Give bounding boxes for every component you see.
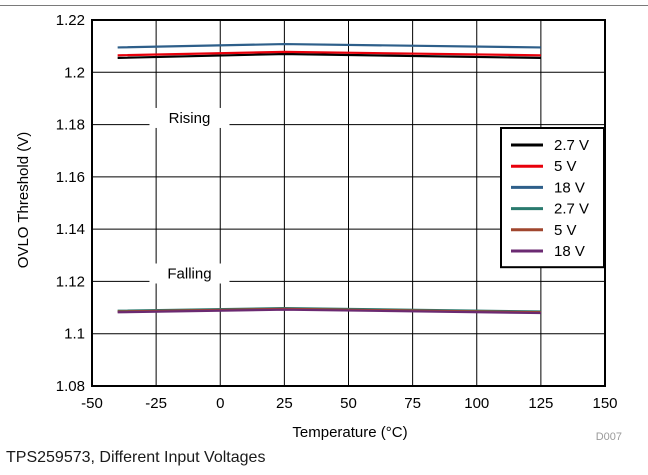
line-chart: -50 -25 0 25 50 75 100 125 150 1.08 1.1 1.12 1.14 1.1… — [15, 12, 622, 440]
legend: 2.7 V 5 V 18 V 2.7 V 5 V 18 V — [500, 127, 605, 269]
annotation-falling: Falling — [167, 266, 211, 283]
y-tick-label: 1.08 — [56, 378, 85, 395]
x-tick-label: 125 — [528, 395, 553, 412]
x-tick-label: -25 — [145, 395, 167, 412]
legend-label: 5 V — [554, 158, 577, 175]
legend-label: 2.7 V — [554, 201, 589, 218]
figure-caption: TPS259573, Different Input Voltages — [6, 449, 266, 466]
series-line-2 — [117, 50, 541, 57]
y-tick-label: 1.18 — [56, 117, 85, 134]
series-lines — [117, 42, 541, 315]
tick-labels: -50 -25 0 25 50 75 100 125 150 1.08 1.1 1.12 1.14 1.1… — [56, 12, 618, 412]
y-axis-label: OVLO Threshold (V) — [15, 132, 32, 268]
y-tick-label: 1.14 — [56, 221, 85, 238]
annotation-rising: Rising — [169, 110, 211, 127]
x-tick-label: 0 — [216, 395, 224, 412]
top-rule — [0, 5, 648, 6]
x-tick-label: 50 — [340, 395, 357, 412]
x-tick-label: -50 — [81, 395, 103, 412]
legend-label: 18 V — [554, 179, 585, 196]
x-tick-label: 25 — [276, 395, 293, 412]
legend-label: 2.7 V — [554, 137, 589, 154]
legend-label: 5 V — [554, 222, 577, 239]
legend-box — [500, 127, 605, 269]
x-tick-label: 150 — [592, 395, 617, 412]
y-tick-label: 1.2 — [64, 64, 85, 81]
legend-label: 18 V — [554, 243, 585, 260]
y-tick-label: 1.1 — [64, 326, 85, 343]
watermark: D007 — [596, 431, 622, 440]
x-axis-label: Temperature (°C) — [292, 424, 407, 440]
y-tick-label: 1.12 — [56, 273, 85, 290]
x-tick-label: 75 — [404, 395, 421, 412]
annotation-box — [149, 107, 230, 128]
annotations: Rising Falling — [149, 107, 230, 284]
series-line-3 — [117, 42, 541, 49]
y-tick-label: 1.16 — [56, 169, 85, 186]
annotation-box — [149, 263, 230, 284]
series-line-6 — [117, 308, 541, 315]
x-tick-label: 100 — [464, 395, 489, 412]
series-line-1 — [117, 52, 541, 60]
y-tick-label: 1.22 — [56, 12, 85, 29]
